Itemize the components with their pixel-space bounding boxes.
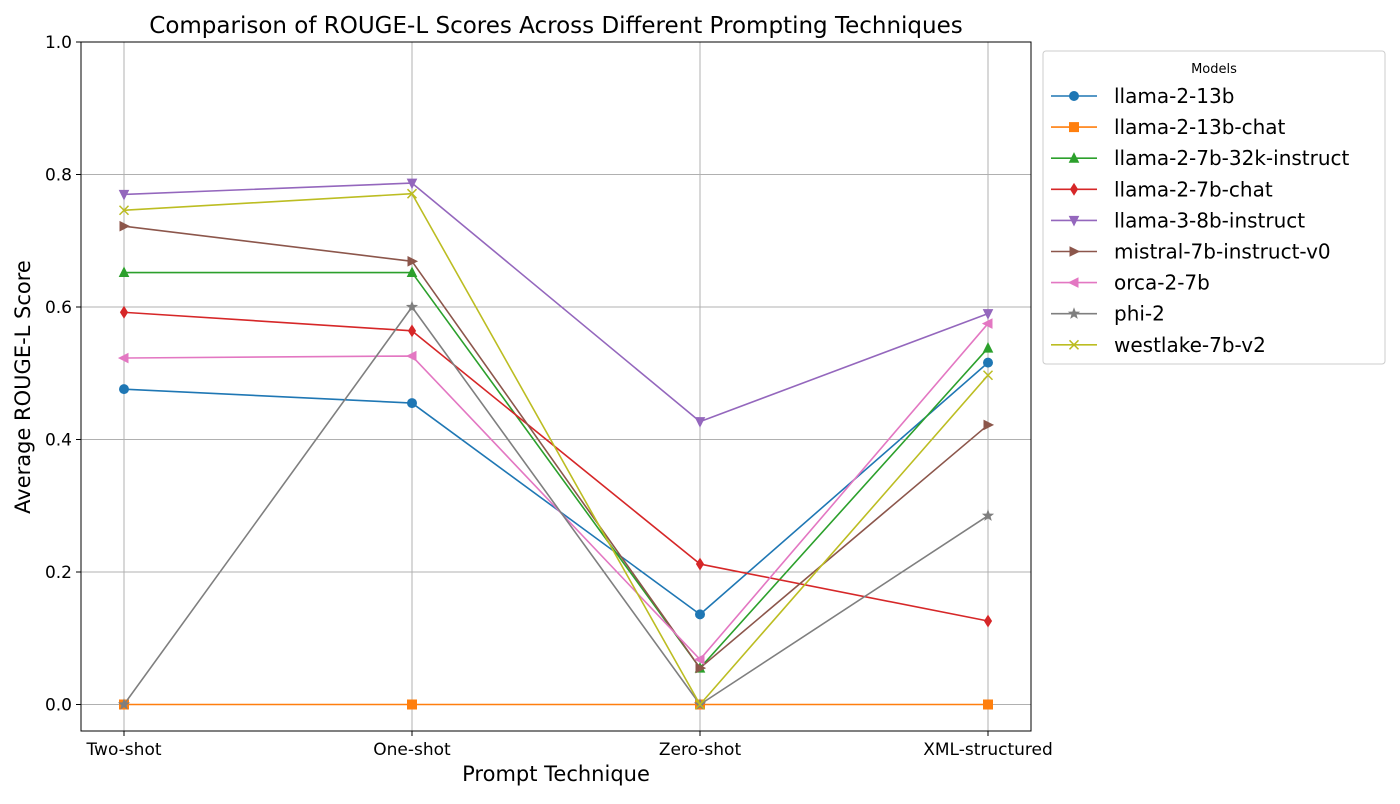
data-point (405, 300, 419, 313)
legend-label: orca-2-7b (1114, 271, 1210, 295)
series-line (124, 271, 989, 669)
y-tick-label: 0.8 (45, 166, 72, 186)
data-point (982, 370, 994, 381)
data-point (982, 341, 994, 353)
data-point (407, 699, 417, 710)
data-point (407, 324, 417, 338)
legend-item: phi-2 (1051, 302, 1165, 326)
y-tick-label: 1.0 (45, 33, 72, 53)
data-point (119, 384, 129, 395)
data-point (695, 662, 707, 674)
data-point (407, 398, 417, 409)
x-tick-label: XML-structured (923, 740, 1053, 760)
series-llama-2-7b-chat (119, 305, 993, 628)
legend-marker (1068, 339, 1080, 350)
series-llama-2-13b-chat (119, 699, 993, 710)
x-tick-label: One-shot (373, 740, 451, 760)
series-llama-3-8b-instruct (118, 178, 994, 428)
legend-label: mistral-7b-instruct-v0 (1114, 240, 1331, 264)
legend-item: llama-2-7b-32k-instruct (1051, 146, 1350, 170)
data-point (983, 419, 995, 431)
legend-label: llama-2-7b-chat (1114, 177, 1273, 201)
data-point (117, 698, 131, 710)
legend-item: mistral-7b-instruct-v0 (1051, 240, 1331, 264)
data-point (983, 614, 993, 628)
axis-ticks: Two-shot One-shot Zero-shot XML-structured 0… (45, 33, 1053, 760)
legend-marker (1069, 246, 1081, 257)
legend-marker (1067, 307, 1081, 319)
legend-items: llama-2-13b llama-2-13b-chat llama-2-7b-32… (1051, 84, 1350, 357)
data-point (118, 189, 130, 201)
series-line (123, 192, 989, 706)
legend-item: llama-2-7b-chat (1051, 177, 1273, 201)
legend-label: phi-2 (1114, 302, 1165, 326)
series-line (123, 362, 989, 616)
series-line (123, 225, 989, 669)
legend-marker (1068, 152, 1080, 163)
series-phi-2 (117, 300, 995, 710)
y-axis-label: Average ROUGE-L Score (11, 260, 35, 514)
legend-label: llama-2-13b (1114, 84, 1234, 108)
data-point (695, 609, 705, 620)
data-point (118, 266, 130, 278)
series-mistral-7b-instruct-v0 (119, 220, 995, 674)
series-line (123, 306, 989, 706)
data-point (407, 255, 419, 267)
y-tick-label: 0.4 (45, 431, 72, 451)
grid-lines (81, 41, 1031, 731)
data-point (118, 205, 130, 216)
legend-item: llama-2-13b-chat (1051, 115, 1286, 139)
data-point (981, 318, 993, 329)
data-point (406, 266, 418, 278)
chart-title: Comparison of ROUGE-L Scores Across Diff… (149, 13, 962, 39)
y-tick-label: 0.2 (45, 563, 72, 583)
data-point (405, 350, 417, 362)
y-tick-label: 0.0 (45, 696, 72, 716)
series-llama-2-7b-32k-instruct (118, 266, 994, 673)
data-point (693, 654, 705, 665)
legend-title: Models (1191, 62, 1237, 77)
legend-label: llama-2-13b-chat (1114, 115, 1286, 139)
data-point (119, 220, 131, 232)
data-point (119, 305, 129, 319)
data-point (694, 699, 706, 710)
legend-marker (1068, 215, 1080, 227)
legend-item: orca-2-7b (1051, 271, 1210, 295)
data-point (983, 699, 993, 710)
legend-marker (1069, 122, 1079, 133)
data-point (982, 309, 994, 320)
legend-marker (1067, 277, 1079, 288)
legend-item: westlake-7b-v2 (1051, 333, 1266, 357)
legend-marker (1069, 91, 1079, 101)
legend-label: westlake-7b-v2 (1114, 333, 1266, 357)
data-point (406, 188, 418, 199)
data-point (981, 509, 995, 521)
data-point (406, 178, 418, 190)
legend-item: llama-3-8b-instruct (1051, 208, 1305, 232)
legend-marker (1069, 182, 1079, 196)
series-line (123, 323, 989, 661)
legend-label: llama-2-7b-32k-instruct (1114, 146, 1350, 170)
data-point (695, 557, 705, 571)
x-axis-label: Prompt Technique (462, 762, 650, 786)
legend-frame (1042, 50, 1386, 365)
series-line (123, 311, 989, 622)
series-line (123, 182, 989, 423)
series-orca-2-7b (117, 318, 993, 665)
data-point (983, 357, 993, 368)
data-point (117, 352, 129, 364)
x-tick-label: Zero-shot (659, 740, 742, 760)
series-lines (117, 178, 995, 710)
data-point (694, 417, 706, 428)
legend-label: llama-3-8b-instruct (1114, 208, 1305, 232)
legend: Models llama-2-13bllama-2-13b-chatllama-… (1042, 50, 1386, 365)
x-tick-label: Two-shot (85, 740, 161, 760)
legend-item: llama-2-13b (1051, 84, 1234, 108)
series-westlake-7b-v2 (118, 188, 994, 710)
plot-area-frame (80, 41, 1032, 732)
y-tick-label: 0.6 (45, 298, 72, 318)
